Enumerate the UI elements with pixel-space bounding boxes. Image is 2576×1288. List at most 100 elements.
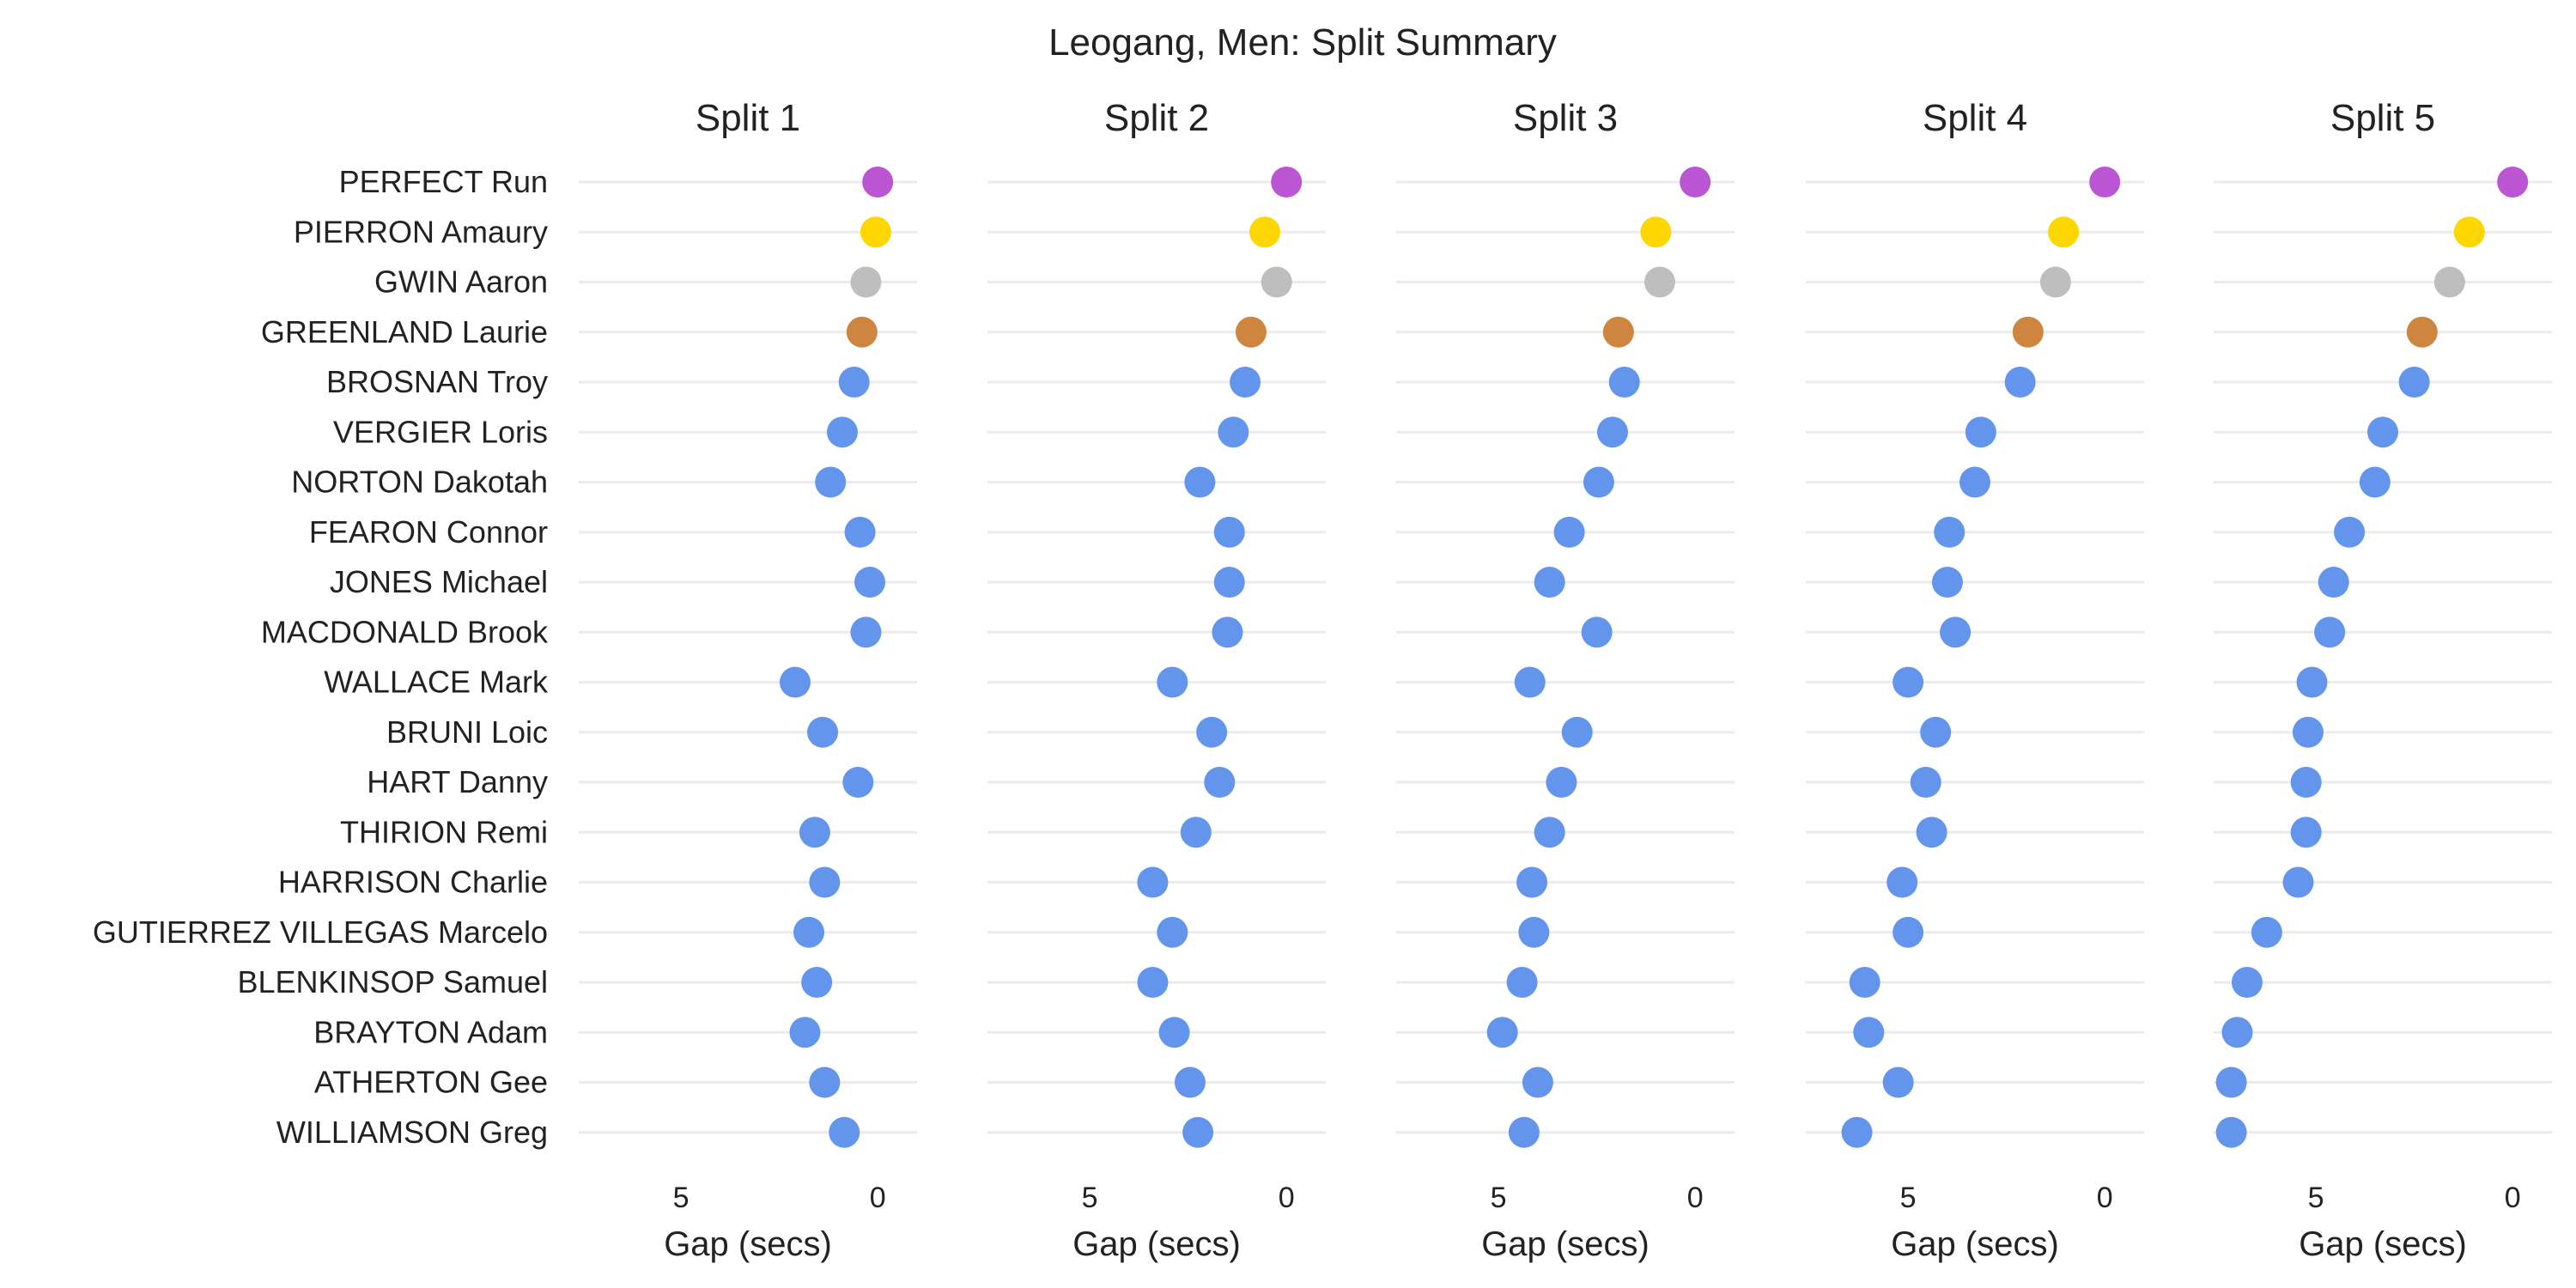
- data-point: [1893, 666, 1924, 698]
- x-tick-label: 0: [870, 1182, 886, 1214]
- data-point: [789, 1017, 821, 1048]
- data-point: [1204, 767, 1236, 798]
- x-tick-label: 0: [1687, 1182, 1704, 1214]
- data-point: [2453, 216, 2485, 248]
- rider-label: WILLIAMSON Greg: [276, 1115, 548, 1150]
- data-point: [862, 167, 894, 197]
- data-point: [2290, 817, 2322, 848]
- data-point: [2251, 916, 2282, 948]
- data-point: [1486, 1017, 1518, 1048]
- split-panel: Split 1 5 0 Gap (secs): [579, 97, 917, 1263]
- data-point: [1235, 316, 1267, 348]
- data-point: [850, 617, 882, 648]
- data-point: [1581, 617, 1613, 648]
- data-point: [1934, 516, 1965, 548]
- data-point: [2048, 216, 2080, 248]
- data-point: [1640, 216, 1672, 248]
- data-point: [1230, 367, 1261, 398]
- data-point: [1218, 416, 1249, 448]
- data-point: [1213, 516, 1245, 548]
- x-tick-label: 0: [1279, 1182, 1295, 1214]
- data-point: [1534, 567, 1565, 598]
- data-point: [2497, 167, 2529, 197]
- data-point: [1514, 666, 1546, 698]
- data-point: [2012, 316, 2044, 348]
- data-point: [779, 666, 811, 698]
- data-point: [809, 866, 841, 898]
- data-point: [2433, 266, 2465, 298]
- x-axis-title: Gap (secs): [1891, 1225, 2059, 1263]
- split-panel: Split 5 5 0 Gap (secs): [2214, 97, 2552, 1263]
- data-point: [1137, 967, 1169, 998]
- rider-label: PIERRON Amaury: [294, 214, 548, 249]
- data-point: [1174, 1066, 1206, 1098]
- data-point: [2221, 1017, 2253, 1048]
- data-point: [838, 367, 870, 398]
- rider-label: THIRION Remi: [340, 814, 548, 849]
- data-point: [1910, 767, 1941, 798]
- data-point: [2039, 266, 2071, 298]
- split-panel: Split 2 5 0 Gap (secs): [987, 97, 1326, 1263]
- x-axis-title: Gap (secs): [664, 1225, 832, 1263]
- rider-label: ATHERTON Gee: [314, 1065, 548, 1100]
- data-point: [1516, 866, 1548, 898]
- data-point: [1916, 817, 1947, 848]
- rider-label: BROSNAN Troy: [326, 364, 548, 399]
- data-point: [1886, 866, 1918, 898]
- panel-title: Split 3: [1513, 97, 1618, 139]
- data-point: [2290, 767, 2322, 798]
- x-tick-label: 5: [2308, 1182, 2324, 1214]
- rider-label: VERGIER Loris: [333, 414, 548, 449]
- data-point: [1602, 316, 1634, 348]
- data-point: [842, 767, 874, 798]
- data-point: [854, 567, 886, 598]
- data-point: [2367, 416, 2398, 448]
- data-point: [2318, 567, 2349, 598]
- data-point: [850, 266, 882, 298]
- data-point: [844, 516, 876, 548]
- rider-label: BRAYTON Adam: [313, 1014, 548, 1049]
- data-point: [1184, 466, 1216, 498]
- split-panel: Split 4 5 0 Gap (secs): [1806, 97, 2144, 1263]
- data-point: [829, 1116, 860, 1148]
- rider-label: JONES Michael: [330, 564, 548, 599]
- x-tick-label: 5: [1491, 1182, 1507, 1214]
- data-point: [1882, 1066, 1914, 1098]
- data-point: [2089, 167, 2121, 197]
- data-point: [1959, 466, 1990, 498]
- data-point: [860, 216, 891, 248]
- data-point: [1965, 416, 1996, 448]
- data-point: [1522, 1066, 1553, 1098]
- data-point: [2215, 1116, 2247, 1148]
- rider-labels: PERFECT Run PIERRON Amaury GWIN Aaron GREEN…: [93, 164, 549, 1150]
- data-point: [1608, 367, 1640, 398]
- data-point: [1643, 266, 1675, 298]
- data-point: [2314, 617, 2346, 648]
- data-point: [1182, 1116, 1214, 1148]
- data-point: [1596, 416, 1628, 448]
- x-axis-title: Gap (secs): [2299, 1225, 2467, 1263]
- x-tick-label: 0: [2505, 1182, 2521, 1214]
- data-point: [793, 916, 825, 948]
- data-point: [2406, 316, 2438, 348]
- data-point: [809, 1066, 841, 1098]
- panel-title: Split 1: [696, 97, 800, 139]
- data-point: [1920, 716, 1952, 748]
- data-point: [1180, 817, 1212, 848]
- data-point: [807, 716, 839, 748]
- rider-label: GWIN Aaron: [374, 264, 548, 300]
- data-point: [2398, 367, 2430, 398]
- data-point: [1893, 916, 1924, 948]
- data-point: [2296, 666, 2328, 698]
- data-point: [2231, 967, 2263, 998]
- data-point: [799, 817, 830, 848]
- data-point: [801, 967, 833, 998]
- panel-title: Split 4: [1923, 97, 2027, 139]
- rider-label: FEARON Connor: [309, 514, 548, 550]
- x-axis-title: Gap (secs): [1481, 1225, 1649, 1263]
- rider-label: HARRISON Charlie: [278, 865, 548, 900]
- rider-label: PERFECT Run: [339, 164, 548, 199]
- x-tick-label: 5: [1900, 1182, 1917, 1214]
